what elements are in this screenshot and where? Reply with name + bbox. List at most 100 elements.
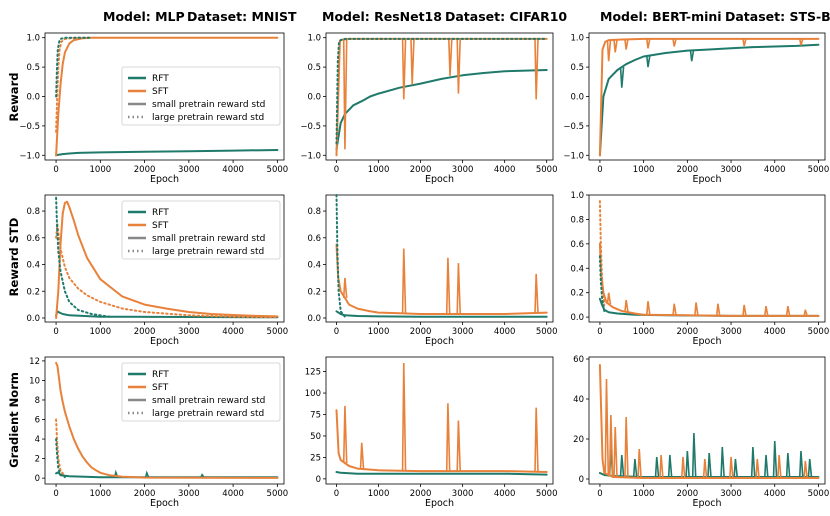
y-tick-label: 1.0 — [26, 34, 40, 44]
y-tick-label: 0.0 — [26, 93, 40, 103]
y-tick-label: −0.5 — [300, 122, 321, 132]
col-title-model-2: Model: ResNet18 — [322, 9, 442, 24]
series-line-large-pretrain-reward-std-rft- — [55, 36, 93, 98]
x-tick-label: 2000 — [134, 327, 156, 337]
series-line-sft — [335, 409, 548, 473]
x-tick-label: 5000 — [536, 327, 558, 337]
series-spike — [613, 39, 618, 53]
series-spike — [807, 458, 813, 478]
y-tick-label: 25 — [310, 453, 321, 463]
y-tick-label: 0.8 — [570, 215, 584, 225]
series-spike — [200, 473, 205, 478]
col-title-dataset-1: Dataset: MNIST — [187, 9, 297, 24]
x-tick-label: 2000 — [410, 165, 432, 175]
y-tick-label: 0.0 — [570, 93, 584, 103]
x-tick-label: 2000 — [134, 489, 156, 499]
y-tick-label: 4 — [35, 435, 40, 445]
series-spike — [755, 458, 760, 479]
x-tick-label: 5000 — [267, 489, 289, 499]
legend-label-sft: SFT — [152, 87, 169, 97]
legend-label-sft: SFT — [152, 221, 169, 231]
axes-frame — [44, 194, 285, 323]
series-spike — [624, 416, 629, 478]
panel-1-3: 0 1000 2000 3000 4000 5000 −1.0 −0.5 0.0 0.5 1.0 Ep… — [563, 32, 829, 185]
series-spike — [401, 362, 407, 471]
series-line-sft — [598, 364, 820, 479]
series-line-large-pretrain-reward-std-rft- — [55, 196, 111, 318]
series-spike — [646, 55, 651, 68]
col-title-model-3: Model: BERT-mini — [600, 9, 722, 24]
series-spike — [707, 452, 712, 478]
series-line-sft — [55, 361, 279, 479]
series-spike — [803, 460, 808, 479]
series-spike — [534, 273, 539, 314]
row-label-reward: Reward — [7, 73, 21, 122]
series-spike — [798, 450, 804, 478]
x-axis-label: Epoch — [425, 174, 454, 185]
x-tick-label: 3000 — [720, 489, 742, 499]
y-tick-label: −1.0 — [563, 151, 584, 161]
series-spike — [680, 456, 686, 479]
y-tick-label: 0 — [579, 475, 584, 485]
x-tick-label: 0 — [597, 327, 602, 337]
x-tick-label: 3000 — [452, 489, 474, 499]
axes-frame — [588, 32, 826, 161]
x-tick-label: 0 — [597, 489, 602, 499]
series-spike — [750, 446, 756, 478]
y-tick-label: 0.2 — [307, 287, 321, 297]
x-tick-label: 3000 — [452, 165, 474, 175]
y-tick-label: 0.0 — [26, 314, 40, 324]
series-spike — [342, 277, 348, 298]
series-spike — [646, 38, 651, 49]
y-tick-label: 0.4 — [26, 261, 40, 271]
x-tick-label: 3000 — [178, 489, 200, 499]
x-tick-label: 0 — [597, 165, 602, 175]
x-tick-label: 2000 — [134, 165, 156, 175]
x-tick-label: 4000 — [222, 489, 244, 499]
y-tick-label: 60 — [573, 355, 584, 365]
legend-label-small-pre: small pretrain reward std — [152, 234, 265, 244]
series-spike — [534, 407, 539, 472]
x-tick-label: 1000 — [90, 489, 112, 499]
series-spike — [772, 440, 778, 478]
y-tick-label: 0.0 — [570, 313, 584, 323]
y-tick-label: 50 — [310, 432, 321, 442]
x-tick-label: 5000 — [808, 489, 830, 499]
series-spike — [715, 303, 721, 316]
series-spike — [777, 454, 782, 479]
series-spike — [720, 446, 725, 478]
series-spike — [702, 458, 708, 479]
series-line-sft — [598, 37, 820, 157]
series-line-large-pretrain-reward-std-sft- — [598, 200, 606, 306]
y-tick-label: 0.5 — [570, 63, 584, 73]
y-tick-label: 20 — [573, 435, 584, 445]
x-tick-label: 4000 — [764, 489, 786, 499]
series-spike — [624, 299, 629, 312]
y-tick-label: 40 — [573, 395, 584, 405]
y-tick-label: 12 — [29, 357, 40, 367]
legend-frame — [121, 200, 281, 260]
x-tick-label: 4000 — [764, 165, 786, 175]
series-line-rft — [335, 310, 548, 318]
series-spike — [729, 456, 734, 479]
x-tick-label: 1000 — [368, 489, 390, 499]
series-line-sft — [598, 242, 820, 317]
legend-frame — [121, 362, 281, 422]
series-spike — [659, 454, 664, 479]
axes-frame — [325, 356, 554, 485]
x-tick-label: 5000 — [536, 489, 558, 499]
x-tick-label: 1000 — [633, 489, 655, 499]
x-tick-label: 0 — [53, 327, 58, 337]
series-spike — [619, 67, 625, 88]
x-tick-label: 0 — [334, 165, 339, 175]
legend: RFT SFT small pretrain reward std large pre… — [121, 200, 281, 260]
series-spike — [672, 38, 677, 47]
x-tick-label: 0 — [53, 165, 58, 175]
y-tick-label: −0.5 — [563, 122, 584, 132]
panel-2-3: 0 1000 2000 3000 4000 5000 0.0 0.2 0.4 0.6 0.8 1.0 E… — [570, 191, 829, 347]
y-tick-label: 0.8 — [307, 207, 321, 217]
series-spike — [694, 302, 699, 316]
legend-label-small-pre: small pretrain reward std — [152, 396, 265, 406]
y-tick-label: −1.0 — [19, 151, 40, 161]
series-spike — [604, 378, 610, 475]
